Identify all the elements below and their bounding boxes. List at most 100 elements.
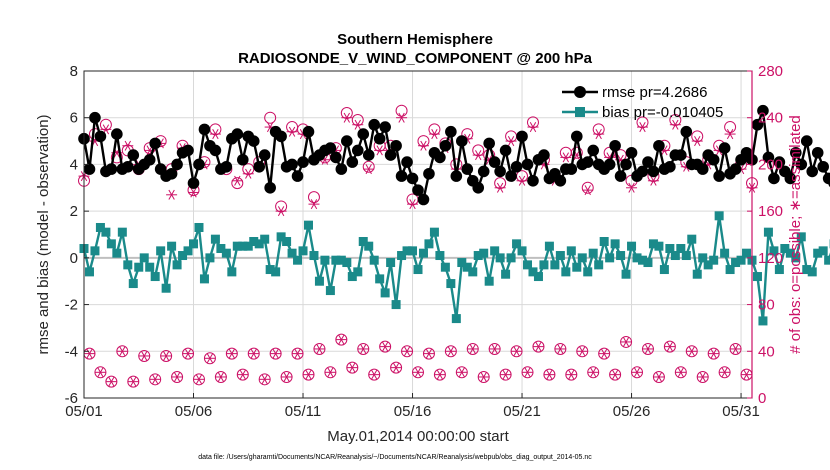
y2-tick-label: 200 <box>758 156 783 173</box>
obs-assimilated-marker <box>352 119 364 130</box>
asterisk-stroke <box>414 367 422 378</box>
bias-point <box>451 314 461 324</box>
obs-assimilated-marker <box>664 341 676 352</box>
obs-possible-marker <box>395 104 408 117</box>
obs-assimilated-marker <box>445 346 457 357</box>
rmse-point <box>111 128 123 140</box>
obs-assimilated-marker <box>368 369 380 380</box>
rmse-point <box>653 139 665 152</box>
bias-point <box>561 267 571 277</box>
obs-assimilated-marker <box>396 112 408 123</box>
obs-assimilated-marker <box>215 371 227 382</box>
bias-point <box>309 251 319 261</box>
obs-assimilated-marker <box>489 343 501 354</box>
obs-assimilated-marker <box>374 145 386 156</box>
bias-point <box>161 283 171 293</box>
asterisk-stroke <box>206 353 214 364</box>
y2-tick-label: 40 <box>758 343 775 360</box>
bias-point <box>189 239 199 249</box>
bias-point <box>566 246 576 256</box>
asterisk-stroke <box>732 343 739 354</box>
bias-point <box>742 248 752 258</box>
bias-point <box>523 260 533 270</box>
obs-assimilated-marker <box>94 367 106 378</box>
rmse-point <box>603 158 616 171</box>
asterisk-stroke <box>518 175 526 186</box>
rmse-point <box>521 158 534 171</box>
asterisk-stroke <box>721 367 728 378</box>
asterisk-stroke <box>469 343 476 354</box>
asterisk-stroke <box>305 369 312 380</box>
rmse-point <box>664 160 676 173</box>
rmse-point <box>384 149 397 161</box>
obs-assimilated-marker <box>691 136 703 147</box>
obs-assimilated-marker <box>259 374 271 385</box>
asterisk-stroke <box>141 350 148 361</box>
rmse-point <box>680 125 693 138</box>
obs-assimilated-marker <box>697 371 709 382</box>
asterisk-stroke <box>436 369 444 380</box>
obs-assimilated-marker <box>527 122 539 133</box>
bias-point <box>95 222 105 232</box>
asterisk-stroke <box>168 189 175 200</box>
bias-point <box>588 248 598 258</box>
asterisk-stroke <box>250 348 257 359</box>
obs-assimilated-marker <box>346 362 358 373</box>
bias-point <box>550 260 560 270</box>
rmse-point <box>182 144 194 157</box>
obs-assimilated-marker <box>204 353 216 364</box>
rmse-point <box>620 158 632 171</box>
obs-possible-marker <box>570 146 583 159</box>
legend-label: rmse pr=4.2686 <box>602 84 707 101</box>
bias-point <box>276 232 286 242</box>
asterisk-stroke <box>245 168 252 179</box>
bias-point <box>709 255 719 265</box>
asterisk-stroke <box>376 145 383 156</box>
bias-point <box>681 251 691 261</box>
asterisk-stroke <box>403 346 411 357</box>
asterisk-stroke <box>431 129 438 140</box>
bias-point <box>473 251 483 261</box>
bias-point <box>621 269 631 279</box>
bias-point <box>725 265 735 275</box>
x-tick-label: 05/31 <box>722 403 760 420</box>
rmse-point <box>581 156 594 168</box>
asterisk-stroke <box>272 348 279 359</box>
obs-assimilated-marker <box>582 185 594 196</box>
rmse-point <box>516 130 528 143</box>
y2-tick-label: 240 <box>758 110 783 127</box>
asterisk-stroke <box>496 182 504 193</box>
rmse-point <box>565 163 578 175</box>
rmse-point <box>165 167 178 180</box>
asterisk-stroke <box>195 374 203 385</box>
y-tick-label: 6 <box>70 110 78 127</box>
rmse-point <box>395 170 408 182</box>
asterisk-stroke <box>622 336 630 347</box>
bias-point <box>533 272 543 282</box>
obs-assimilated-marker <box>149 374 161 385</box>
bias-point <box>145 262 155 272</box>
bias-point <box>336 255 346 265</box>
asterisk-stroke <box>688 346 695 357</box>
rmse-point <box>784 172 797 185</box>
rmse-point <box>554 174 567 187</box>
bias-point <box>150 272 160 282</box>
rmse-point <box>362 149 375 161</box>
bias-point <box>720 248 730 258</box>
bias-point <box>128 279 138 289</box>
obs-assimilated-marker <box>390 362 402 373</box>
rmse-point <box>198 123 211 136</box>
bias-point <box>785 248 795 258</box>
bias-point <box>616 251 626 261</box>
asterisk-stroke <box>119 346 126 357</box>
obs-assimilated-marker <box>363 164 375 175</box>
rmse-point <box>461 163 474 175</box>
obs-possible-marker <box>724 121 737 134</box>
obs-assimilated-marker <box>171 371 183 382</box>
asterisk-stroke <box>584 185 591 196</box>
rmse-point <box>187 177 200 189</box>
asterisk-stroke <box>475 150 482 161</box>
x-axis-label: May.01,2014 00:00:00 start <box>327 428 509 445</box>
obs-assimilated-marker <box>209 129 221 140</box>
asterisk-stroke <box>491 343 498 354</box>
